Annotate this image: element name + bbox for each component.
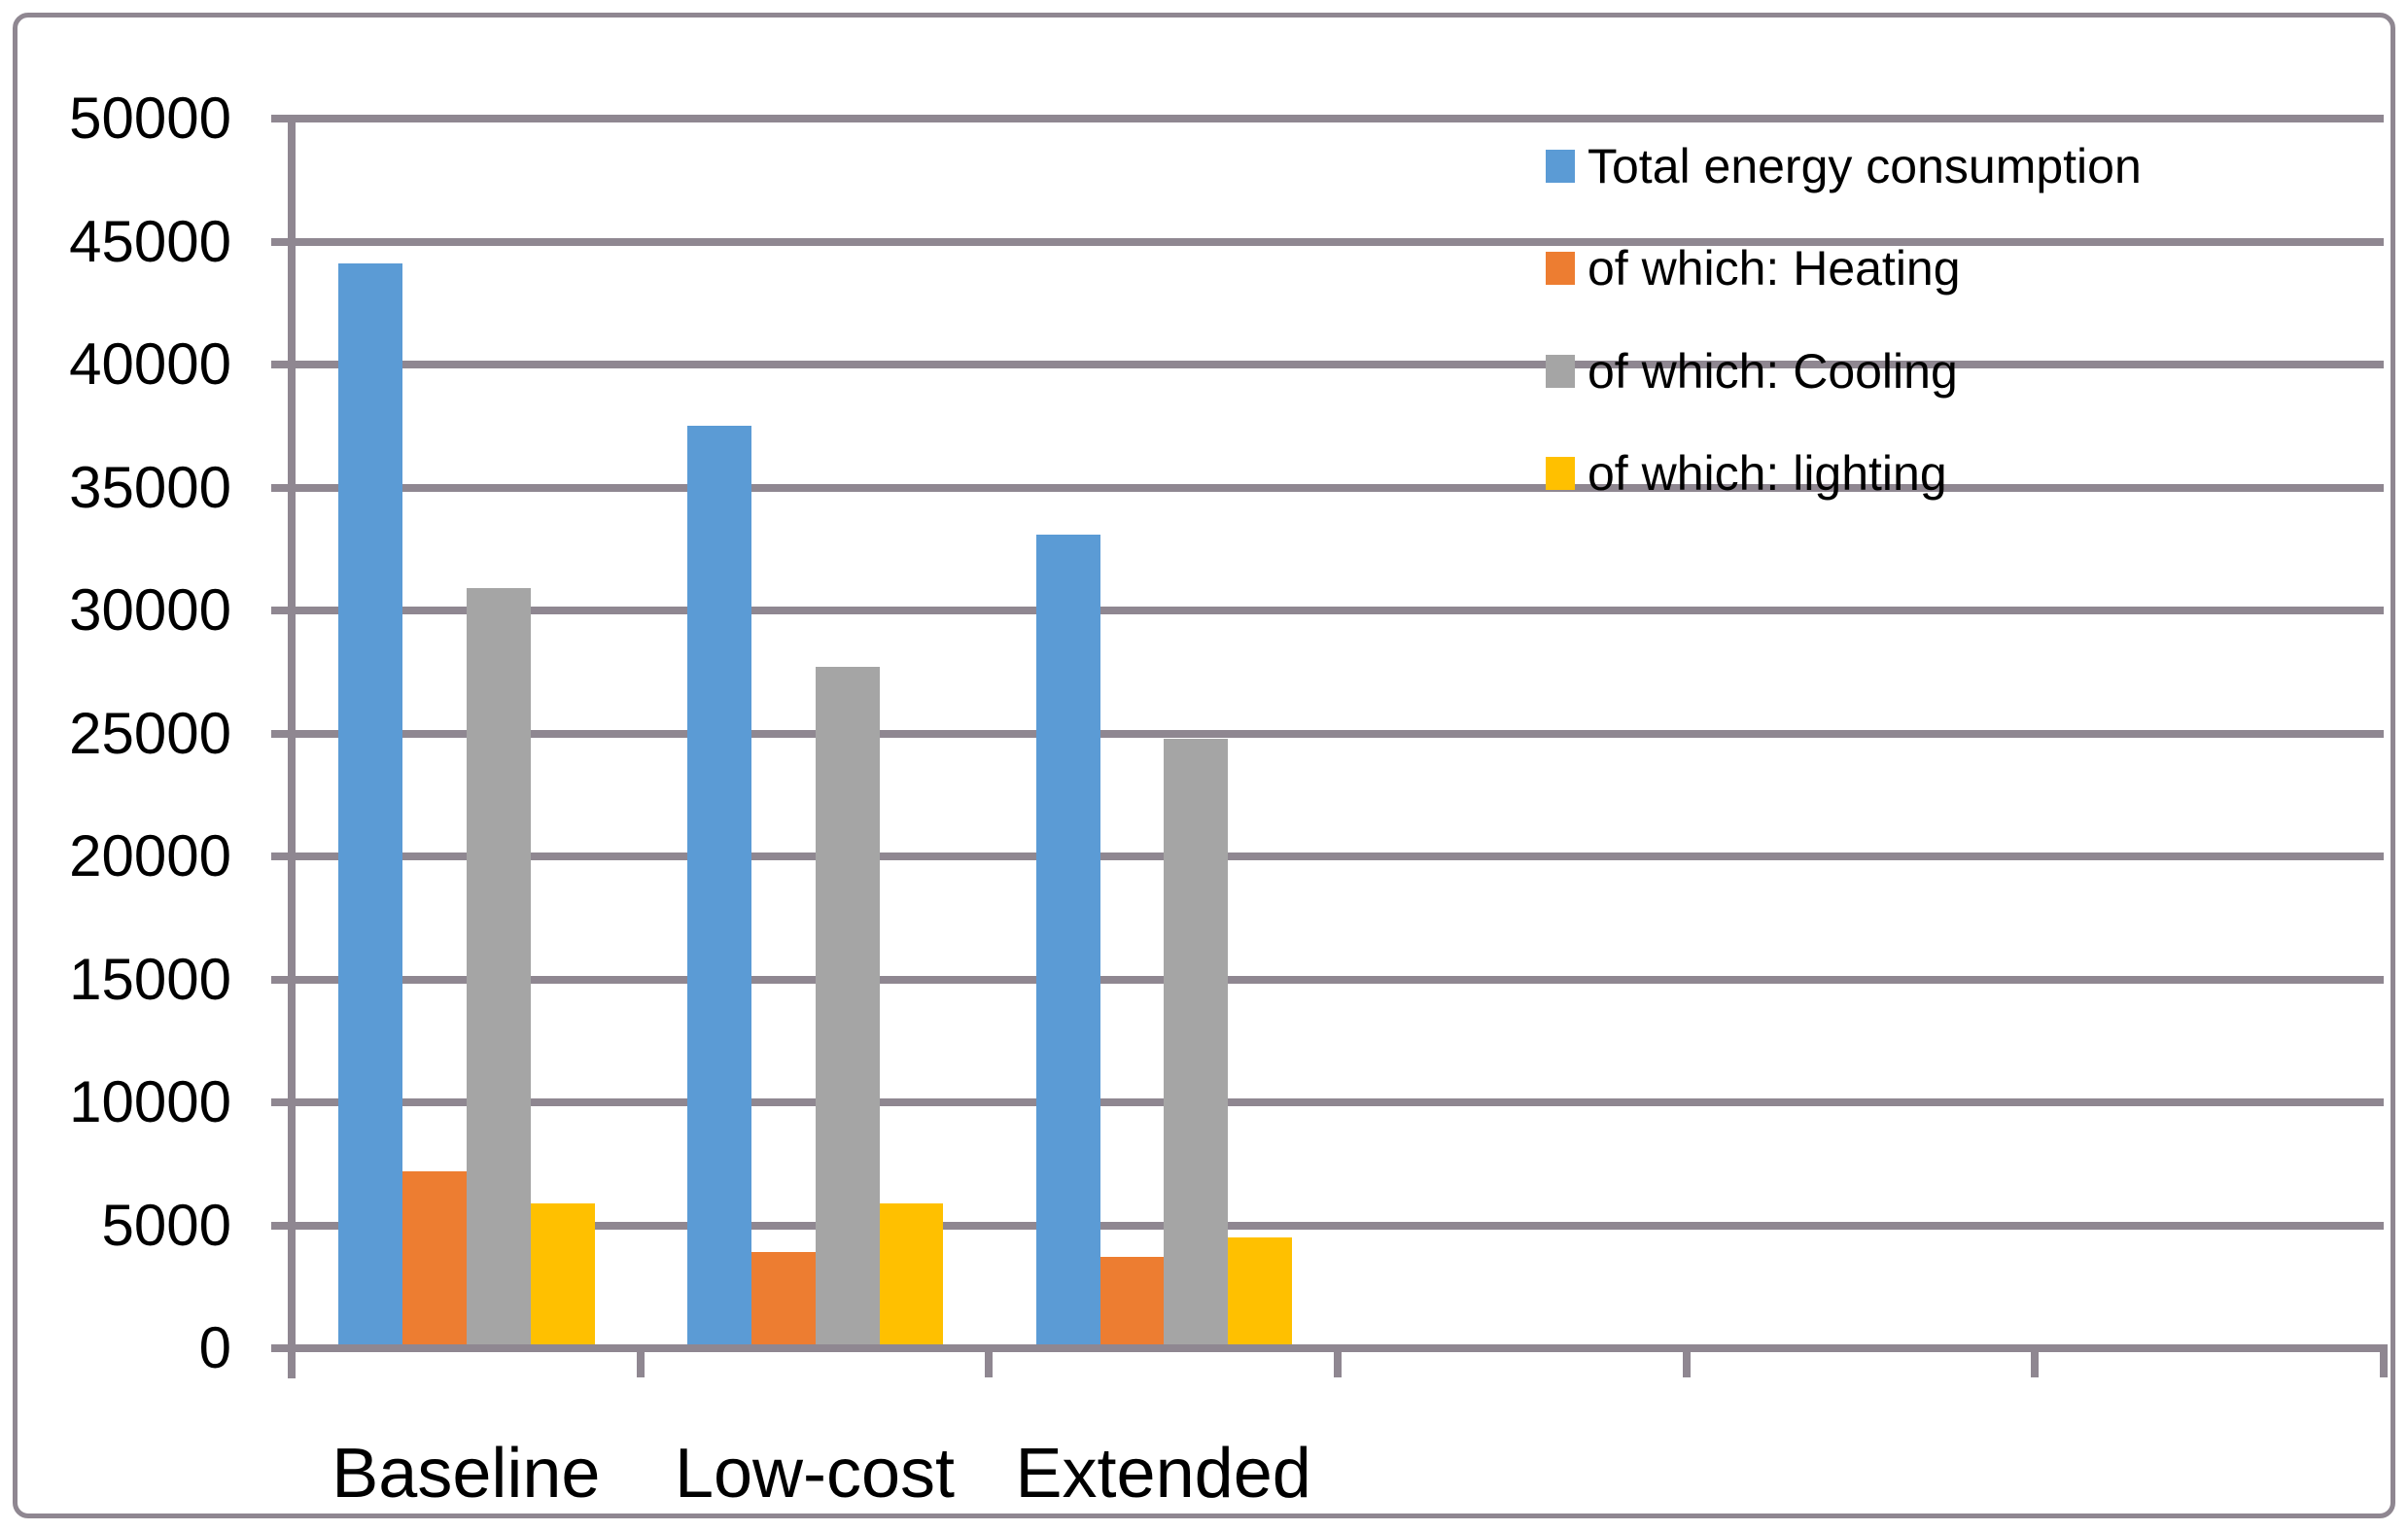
y-axis-tick xyxy=(271,729,292,738)
legend-item-cooling: of which: Cooling xyxy=(1546,339,1958,403)
y-axis-tick xyxy=(271,1344,292,1352)
bar-cooling-baseline xyxy=(467,588,531,1348)
x-category-label: Low-cost xyxy=(674,1435,956,1513)
legend-label-total-energy-consumption: Total energy consumption xyxy=(1588,139,2142,193)
bar-lighting-extended xyxy=(1228,1237,1292,1348)
y-tick-label: 5000 xyxy=(101,1192,231,1258)
y-tick-label: 40000 xyxy=(69,331,231,397)
x-axis-line xyxy=(292,1344,2384,1352)
gridline xyxy=(292,607,2384,614)
y-tick-label: 15000 xyxy=(69,946,231,1012)
gridline xyxy=(292,237,2384,246)
bar-lighting-baseline xyxy=(530,1202,595,1348)
y-axis-tick xyxy=(271,607,292,614)
y-axis-tick xyxy=(271,115,292,122)
x-axis-tick xyxy=(2380,1344,2388,1377)
legend-item-total-energy-consumption: Total energy consumption xyxy=(1546,134,2142,198)
gridline xyxy=(292,1221,2384,1230)
legend-label-heating: of which: Heating xyxy=(1588,241,1961,296)
y-axis-tick xyxy=(271,1221,292,1230)
y-tick-label: 45000 xyxy=(69,208,231,274)
bar-total-energy-consumption-extended xyxy=(1035,534,1100,1348)
y-tick-label: 0 xyxy=(198,1315,231,1380)
y-axis-line xyxy=(288,115,296,1378)
legend-swatch-cooling xyxy=(1546,354,1575,388)
y-tick-label: 35000 xyxy=(69,454,231,520)
y-tick-label: 25000 xyxy=(69,700,231,766)
legend-swatch-lighting xyxy=(1546,457,1575,491)
x-category-label: Extended xyxy=(1015,1435,1311,1513)
bar-heating-low-cost xyxy=(750,1252,816,1348)
x-axis-tick xyxy=(985,1344,994,1377)
gridline xyxy=(292,115,2384,122)
bar-cooling-low-cost xyxy=(815,667,880,1348)
x-axis-tick xyxy=(288,1344,296,1377)
legend-item-lighting: of which: lighting xyxy=(1546,441,1947,505)
gridline xyxy=(292,729,2384,738)
bar-heating-baseline xyxy=(402,1170,468,1348)
legend-label-lighting: of which: lighting xyxy=(1588,446,1947,502)
bar-cooling-extended xyxy=(1164,738,1229,1348)
bar-heating-extended xyxy=(1099,1257,1165,1348)
y-axis-tick xyxy=(271,237,292,246)
bar-total-energy-consumption-low-cost xyxy=(687,426,751,1348)
gridline xyxy=(292,975,2384,984)
legend-label-cooling: of which: Cooling xyxy=(1588,343,1958,399)
y-tick-label: 20000 xyxy=(69,823,231,888)
bar-lighting-low-cost xyxy=(879,1202,944,1348)
y-tick-label: 10000 xyxy=(69,1069,231,1134)
bar-total-energy-consumption-baseline xyxy=(338,263,403,1348)
gridline xyxy=(292,483,2384,492)
y-axis-tick xyxy=(271,1098,292,1106)
x-axis-tick xyxy=(636,1344,645,1377)
x-axis-tick xyxy=(1682,1344,1691,1377)
gridline xyxy=(292,1098,2384,1106)
y-axis-tick xyxy=(271,975,292,984)
legend-swatch-heating xyxy=(1546,252,1575,286)
plot-area: 0 5000 10000 15000 20000 25000 30000 35000 40000… xyxy=(69,86,2388,1513)
x-axis-tick xyxy=(2031,1344,2040,1377)
gridline xyxy=(292,852,2384,860)
y-axis-tick xyxy=(271,852,292,860)
y-tick-label: 30000 xyxy=(69,577,231,643)
y-axis-tick xyxy=(271,483,292,492)
legend-item-heating: of which: Heating xyxy=(1546,236,1961,300)
legend-swatch-total-energy-consumption xyxy=(1546,150,1575,183)
y-tick-label: 50000 xyxy=(69,86,231,151)
x-axis-tick xyxy=(1334,1344,1342,1377)
y-axis-tick xyxy=(271,361,292,368)
gridline xyxy=(292,361,2384,368)
x-category-label: Baseline xyxy=(332,1435,601,1513)
